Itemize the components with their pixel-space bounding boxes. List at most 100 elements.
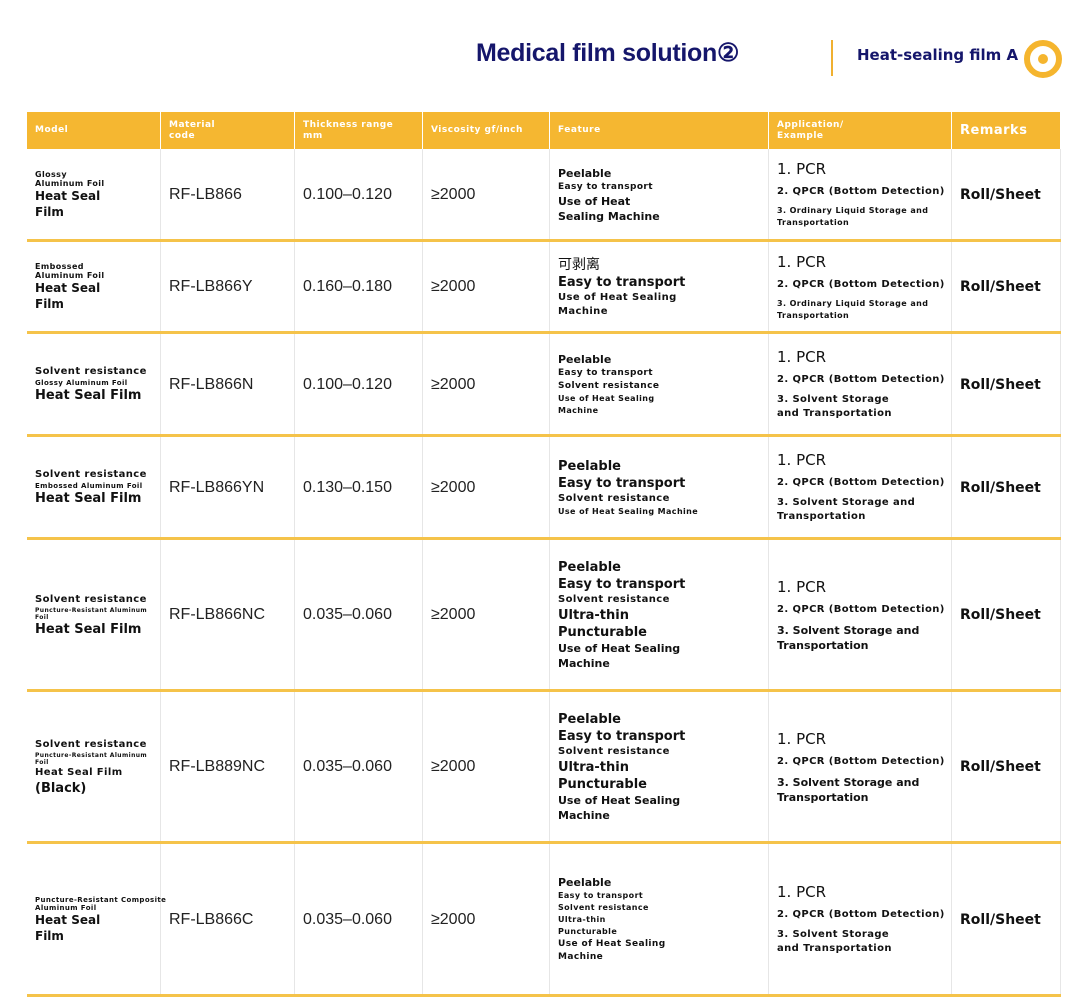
header-text: Viscosity gf/inch [431, 125, 523, 135]
table-cell: Peelable Easy to transport Solvent resista… [550, 692, 769, 842]
table-cell: Solvent resistance Glossy Aluminum Foil He… [27, 334, 161, 435]
table-cell: 0.035–0.060 [295, 844, 423, 995]
cell-text: Foil [35, 758, 49, 766]
table-cell: 0.100–0.120 [295, 334, 423, 435]
cell-text: Heat Seal Film [35, 766, 123, 778]
table-cell: RF-LB866Y [161, 242, 295, 332]
cell-text: Solvent resistance [35, 366, 147, 377]
table-cell: Roll/Sheet [952, 149, 1061, 240]
cell-text: RF-LB866YN [169, 478, 265, 496]
cell-text: Transportation [777, 638, 869, 652]
cell-text: 1. PCR [777, 451, 827, 469]
cell-text: Aluminum Foil [35, 903, 97, 912]
table-cell: Roll/Sheet [952, 334, 1061, 435]
cell-text: ≥2000 [431, 758, 476, 775]
cell-text: Aluminum Foil [35, 178, 105, 188]
cell-text: 0.130–0.150 [303, 478, 392, 496]
cell-text: Use of Heat Sealing [558, 939, 666, 949]
cell-text: Transportation [777, 790, 869, 804]
table-cell: ≥2000 [423, 692, 550, 842]
cell-text: Easy to transport [558, 729, 686, 744]
cell-text: 1. PCR [777, 577, 827, 596]
table-cell: Solvent resistance Puncture-Resistant Alu… [27, 692, 161, 842]
table-cell: 可剥离 Easy to transport Use of Heat Sealing M… [550, 242, 769, 332]
cell-text: Puncturable [558, 625, 647, 640]
cell-text: 1. PCR [777, 348, 827, 366]
cell-text: Puncture-Resistant Aluminum [35, 751, 148, 759]
cell-text: and Transportation [777, 408, 892, 419]
table-cell: 1. PCR 2. QPCR (Bottom Detection) 3. Solve… [769, 540, 952, 690]
cell-text: Solvent resistance [35, 738, 147, 750]
cell-text: 2. QPCR (Bottom Detection) [777, 278, 945, 290]
cell-text: Roll/Sheet [960, 279, 1041, 295]
cell-text: RF-LB866C [169, 910, 254, 928]
table-cell: ≥2000 [423, 149, 550, 240]
table-cell: Roll/Sheet [952, 242, 1061, 332]
cell-text: Film [35, 297, 64, 311]
table-cell: ≥2000 [423, 242, 550, 332]
table-cell: Roll/Sheet [952, 692, 1061, 842]
cell-text: RF-LB889NC [169, 758, 266, 775]
cell-text: Ultra-thin [558, 915, 606, 924]
table-cell: RF-LB866N [161, 334, 295, 435]
header-cell: Feature [550, 112, 768, 149]
table-cell: Peelable Easy to transport Solvent resista… [550, 540, 769, 690]
table-cell: 1. PCR 2. QPCR (Bottom Detection) 3. Solve… [769, 437, 952, 538]
table-cell: Solvent resistance Embossed Aluminum Foil… [27, 437, 161, 538]
cell-text: Use of Heat Sealing [558, 291, 677, 303]
cell-text: Glossy Aluminum Foil [35, 379, 128, 387]
header-cell: Thickness range mm [295, 112, 422, 149]
cell-text: Solvent resistance [558, 492, 670, 504]
table-cell: Peelable Easy to transport Solvent resista… [550, 844, 769, 995]
row-divider [27, 994, 1061, 997]
cell-text: 1. PCR [777, 729, 827, 748]
cell-text: Solvent resistance [558, 594, 670, 605]
table-cell: 0.130–0.150 [295, 437, 423, 538]
cell-text: Solvent resistance [558, 381, 660, 391]
table-cell: Roll/Sheet [952, 844, 1061, 995]
table-cell: RF-LB889NC [161, 692, 295, 842]
table-cell: Roll/Sheet [952, 437, 1061, 538]
header-text: Material [169, 119, 216, 130]
cell-text: 0.100–0.120 [303, 375, 392, 393]
cell-text: Peelable [558, 560, 621, 575]
cell-text: Use of Heat Sealing [558, 394, 655, 403]
cell-text: ≥2000 [431, 185, 476, 203]
header-cell: Material code [161, 112, 294, 149]
cell-text: Heat Seal [35, 188, 101, 203]
cell-text: 0.035–0.060 [303, 910, 392, 928]
cell-text: Peelable [558, 353, 612, 366]
header-text: Example [777, 130, 824, 141]
icon [1024, 40, 1062, 78]
cell-text: Sealing Machine [558, 209, 660, 223]
cell-text: Puncture-Resistant Composite [35, 895, 167, 904]
cell-text: ≥2000 [431, 278, 476, 295]
header-cell: Viscosity gf/inch [423, 112, 549, 149]
row-divider [27, 434, 1061, 437]
cell-text: Use of Heat Sealing Machine [558, 506, 699, 516]
cell-text: Heat Seal Film [35, 388, 142, 403]
table-cell: 1. PCR 2. QPCR (Bottom Detection) 3. Ordin… [769, 149, 952, 240]
header-text: Feature [558, 125, 601, 135]
header-cell: Application/Example [769, 112, 951, 149]
row-divider [27, 331, 1061, 334]
cell-text: ≥2000 [431, 910, 476, 928]
table-cell: ≥2000 [423, 437, 550, 538]
table-cell: RF-LB866C [161, 844, 295, 995]
table-cell: 0.160–0.180 [295, 242, 423, 332]
header-text: Remarks [960, 123, 1028, 138]
cell-text: Peelable [558, 876, 612, 889]
table-cell: 1. PCR 2. QPCR (Bottom Detection) 3. Solve… [769, 844, 952, 995]
table-cell: Embossed Aluminum Foil Heat Seal Film [27, 242, 161, 332]
cell-text: Ultra-thin [558, 608, 629, 623]
cell-text: 1. PCR [777, 160, 827, 178]
table-cell: 1. PCR 2. QPCR (Bottom Detection) 3. Solve… [769, 692, 952, 842]
cell-text: Solvent resistance [35, 593, 147, 605]
cell-text: 3. Solvent Storage [777, 929, 890, 940]
cell-text: Heat Seal [35, 912, 101, 927]
cell-text: RF-LB866 [169, 185, 242, 203]
cell-text: Easy to transport [558, 274, 686, 290]
cell-text: Heat Seal Film [35, 621, 142, 637]
cell-text: Machine [558, 406, 599, 415]
table-cell: RF-LB866NC [161, 540, 295, 690]
